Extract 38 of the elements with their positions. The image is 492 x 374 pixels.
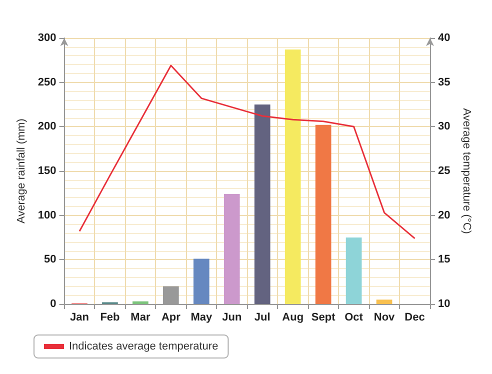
line-series: [78, 64, 416, 240]
y2-axis-title: Average temperature (°C): [460, 108, 473, 234]
y-tick-label: 300: [38, 32, 56, 44]
y-tick-label: 200: [38, 120, 56, 133]
x-tick-label: Sept: [311, 312, 336, 324]
y-axis-title: Average rainfall (mm): [16, 118, 28, 224]
x-tick-label: Jun: [222, 312, 242, 324]
x-tick-label: Jan: [70, 312, 90, 324]
y2-tick-label: 40: [438, 32, 450, 44]
x-tick-label: Jul: [254, 312, 270, 324]
y2-tick-label: 35: [438, 76, 450, 88]
y-tick-label: 50: [44, 254, 56, 266]
bar: [315, 124, 332, 304]
bar: [224, 194, 240, 304]
x-tick-label: Feb: [100, 312, 120, 324]
x-tick-label: Nov: [374, 312, 396, 324]
bar: [132, 301, 148, 304]
legend-label: Indicates average temperature: [69, 340, 218, 352]
bar: [376, 300, 392, 304]
y-tick-label: 100: [38, 209, 56, 222]
y2-tick-label: 10: [438, 298, 450, 310]
bar: [346, 238, 362, 304]
y2-tick-label: 30: [438, 120, 450, 133]
y2-tick-label: 25: [438, 165, 450, 177]
bar: [284, 50, 301, 304]
x-tick-label: Mar: [130, 312, 151, 324]
x-tick-label: May: [190, 312, 213, 324]
y-tick-label: 150: [38, 165, 56, 177]
y2-tick-label: 20: [438, 209, 450, 222]
x-tick-label: Aug: [282, 312, 304, 324]
bar: [193, 258, 210, 304]
y-tick-label: 250: [38, 76, 56, 88]
y2-tick-label: 15: [438, 254, 450, 266]
x-tick-label: Dec: [404, 312, 425, 324]
bar: [254, 104, 270, 304]
y-tick-label: 0: [50, 298, 56, 310]
x-tick-label: Oct: [344, 312, 364, 324]
x-tick-label: Apr: [161, 312, 182, 324]
